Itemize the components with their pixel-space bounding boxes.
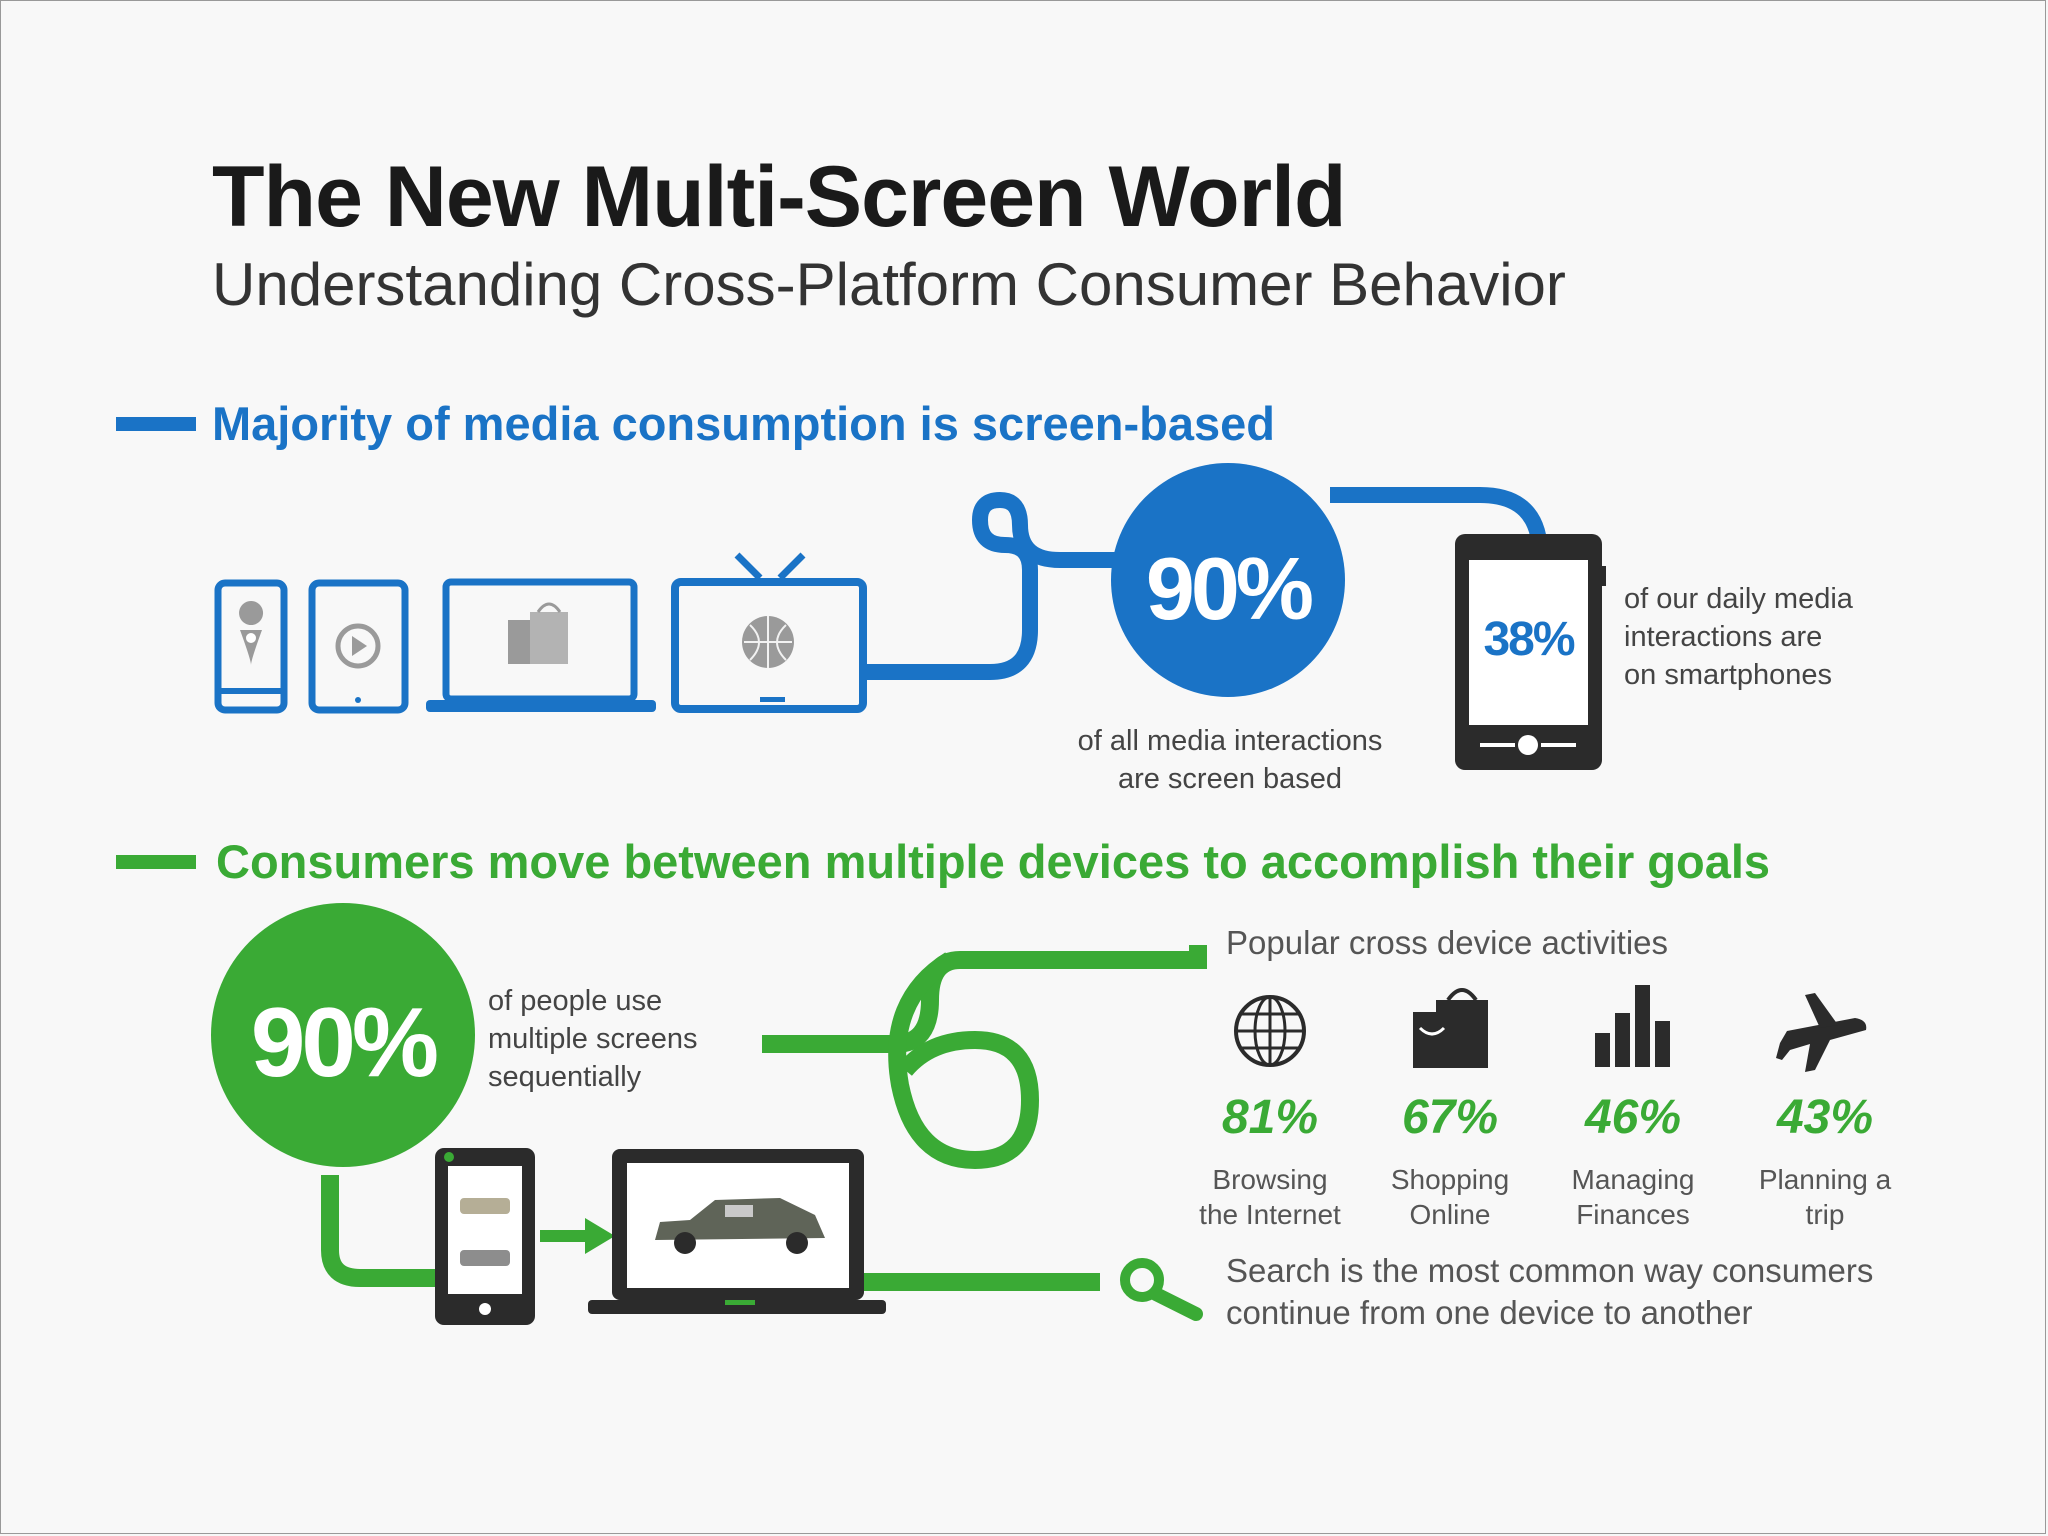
- green-stat-circle: [211, 903, 475, 1167]
- page-subtitle: Understanding Cross-Platform Consumer Be…: [212, 251, 1566, 318]
- section1-heading: Majority of media consumption is screen-…: [212, 397, 1275, 450]
- green-connector-left: [321, 1175, 435, 1287]
- bar-chart-icon: [1595, 985, 1670, 1067]
- smartphone-caption: of our daily media interactions are on s…: [1624, 583, 1853, 691]
- activity-label-browsing: Browsing the Internet: [1199, 1164, 1341, 1230]
- green-curl: [888, 952, 1040, 1170]
- activity-pct-finances: 46%: [1584, 1091, 1682, 1144]
- smartphone-device: [1455, 534, 1606, 770]
- globe-icon: [1234, 995, 1306, 1067]
- activity-label-trip: Planning a trip: [1758, 1164, 1892, 1230]
- section1-bar: [116, 417, 196, 431]
- blue-stat-circle: [1111, 463, 1345, 697]
- popular-activities-title: Popular cross device activities: [1226, 924, 1669, 961]
- search-magnifier-icon: [1120, 1258, 1203, 1321]
- blue-stat-caption: of all media interactions are screen bas…: [1077, 725, 1383, 795]
- smartphone-stat: 38%: [1483, 613, 1575, 666]
- section2-bar: [116, 855, 196, 869]
- activity-pct-shopping: 67%: [1401, 1091, 1499, 1144]
- green-connector-top: [762, 945, 1207, 1053]
- car-laptop-device: [588, 1149, 886, 1314]
- phone-map-device: [214, 579, 288, 714]
- activity-label-finances: Managing Finances: [1571, 1164, 1695, 1230]
- activity-pct-trip: 43%: [1776, 1091, 1874, 1144]
- airplane-icon: [1776, 993, 1867, 1072]
- page-title: The New Multi-Screen World: [212, 149, 1347, 245]
- activity-pct-browsing: 81%: [1221, 1091, 1319, 1144]
- blue-big-stat: 90%: [1145, 539, 1314, 638]
- tablet-play-device: [308, 579, 409, 714]
- search-caption: Search is the most common way consumers …: [1226, 1252, 1874, 1331]
- green-big-stat: 90%: [250, 987, 439, 1097]
- blue-connector-line: [865, 491, 1180, 680]
- section2-heading: Consumers move between multiple devices …: [216, 835, 1771, 888]
- tv-basketball-device: [671, 552, 867, 713]
- car-phone-device: [435, 1148, 535, 1325]
- activity-label-shopping: Shopping Online: [1390, 1164, 1510, 1230]
- shopping-bag-icon: [1413, 988, 1488, 1068]
- green-stat-caption: of people use multiple screens sequentia…: [488, 985, 698, 1093]
- laptop-shopping-device: [426, 578, 656, 712]
